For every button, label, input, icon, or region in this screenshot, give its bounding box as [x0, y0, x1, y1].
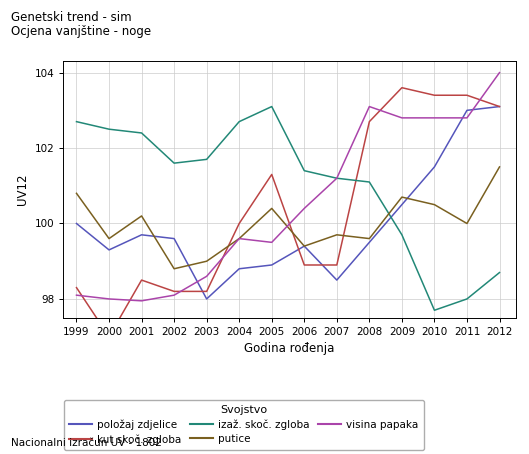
- Text: Genetski trend - sim: Genetski trend - sim: [11, 11, 131, 25]
- X-axis label: Godina rođenja: Godina rođenja: [244, 342, 335, 355]
- Text: Nacionalni izračun UV - 1802: Nacionalni izračun UV - 1802: [11, 438, 161, 448]
- Text: Ocjena vanjštine - noge: Ocjena vanjštine - noge: [11, 25, 151, 38]
- Legend: položaj zdjelice, kut skoč. zgloba, izaž. skoč. zgloba, putice, visina papaka: položaj zdjelice, kut skoč. zgloba, izaž…: [64, 400, 424, 450]
- Y-axis label: UV12: UV12: [16, 174, 29, 205]
